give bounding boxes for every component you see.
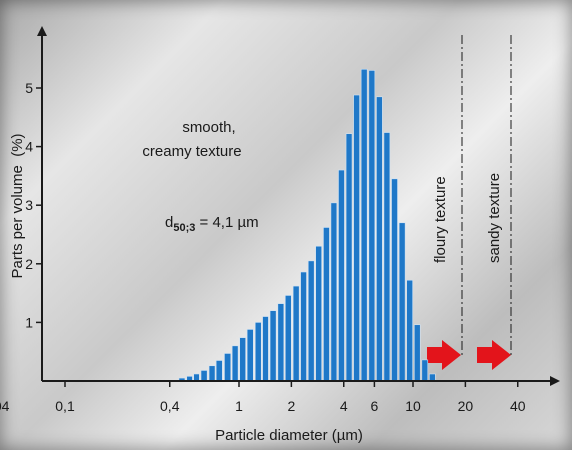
bar bbox=[292, 285, 300, 382]
bar bbox=[315, 245, 322, 382]
d50-annotation: d50;3 = 4,1 µm bbox=[165, 214, 259, 234]
bar bbox=[345, 133, 353, 382]
bar bbox=[429, 373, 436, 382]
floury-arrow bbox=[427, 340, 461, 370]
bar bbox=[376, 96, 383, 382]
smooth-texture-label-line1: smooth, bbox=[182, 119, 235, 136]
bar bbox=[360, 68, 368, 382]
bar bbox=[300, 271, 307, 382]
d50-subscript: 50;3 bbox=[173, 222, 195, 234]
bar bbox=[284, 295, 292, 382]
y-tick-label: 4 bbox=[25, 139, 33, 155]
d50-main: d bbox=[165, 214, 173, 231]
sandy-arrow bbox=[477, 340, 511, 370]
bar bbox=[421, 359, 429, 382]
bar bbox=[246, 329, 254, 382]
y-tick-label: 1 bbox=[25, 314, 33, 330]
x-tick-label: 6 bbox=[370, 398, 378, 414]
bar bbox=[413, 324, 421, 382]
bar bbox=[215, 360, 223, 382]
bar bbox=[398, 222, 406, 382]
bar bbox=[277, 303, 285, 382]
bar bbox=[368, 70, 376, 382]
bar bbox=[224, 353, 232, 382]
y-tick-label: 2 bbox=[25, 256, 33, 272]
x-axis-label: Particle diameter (µm) bbox=[215, 427, 363, 444]
x-tick-label: 0,4 bbox=[160, 398, 180, 414]
bar bbox=[193, 373, 200, 382]
bar bbox=[262, 316, 269, 382]
x-tick-label: 0,04 bbox=[0, 398, 10, 414]
bar bbox=[338, 169, 345, 382]
x-tick-label: 40 bbox=[510, 398, 526, 414]
bar bbox=[323, 227, 330, 382]
y-tick-label: 5 bbox=[25, 80, 33, 96]
y-axis-label: Parts per volume (%) bbox=[9, 133, 26, 278]
smooth-texture-label-line2: creamy texture bbox=[142, 143, 241, 160]
bars-group bbox=[178, 68, 436, 382]
bar bbox=[353, 94, 360, 382]
x-tick-label: 20 bbox=[458, 398, 474, 414]
bar bbox=[269, 310, 277, 382]
x-tick-label: 4 bbox=[340, 398, 348, 414]
bar bbox=[231, 345, 239, 382]
d50-value: = 4,1 µm bbox=[195, 214, 258, 231]
bar bbox=[208, 365, 216, 382]
bar bbox=[200, 370, 208, 382]
x-tick-label: 0,1 bbox=[55, 398, 75, 414]
bar bbox=[383, 132, 391, 382]
sandy-texture-label: sandy texture bbox=[486, 173, 503, 263]
y-ticks-group: 1 2 3 4 5 bbox=[25, 80, 42, 330]
x-tick-label: 1 bbox=[235, 398, 243, 414]
x-ticks-group: 0,040,10,41246102040100 bbox=[0, 381, 526, 414]
x-tick-label: 10 bbox=[405, 398, 421, 414]
floury-texture-label: floury texture bbox=[432, 176, 449, 263]
bar bbox=[239, 337, 246, 382]
y-tick-label: 3 bbox=[25, 197, 33, 213]
bar bbox=[391, 178, 398, 382]
bar bbox=[307, 260, 315, 382]
bar bbox=[406, 279, 413, 382]
bar bbox=[254, 322, 262, 382]
bar bbox=[330, 202, 338, 382]
x-tick-label: 2 bbox=[287, 398, 295, 414]
